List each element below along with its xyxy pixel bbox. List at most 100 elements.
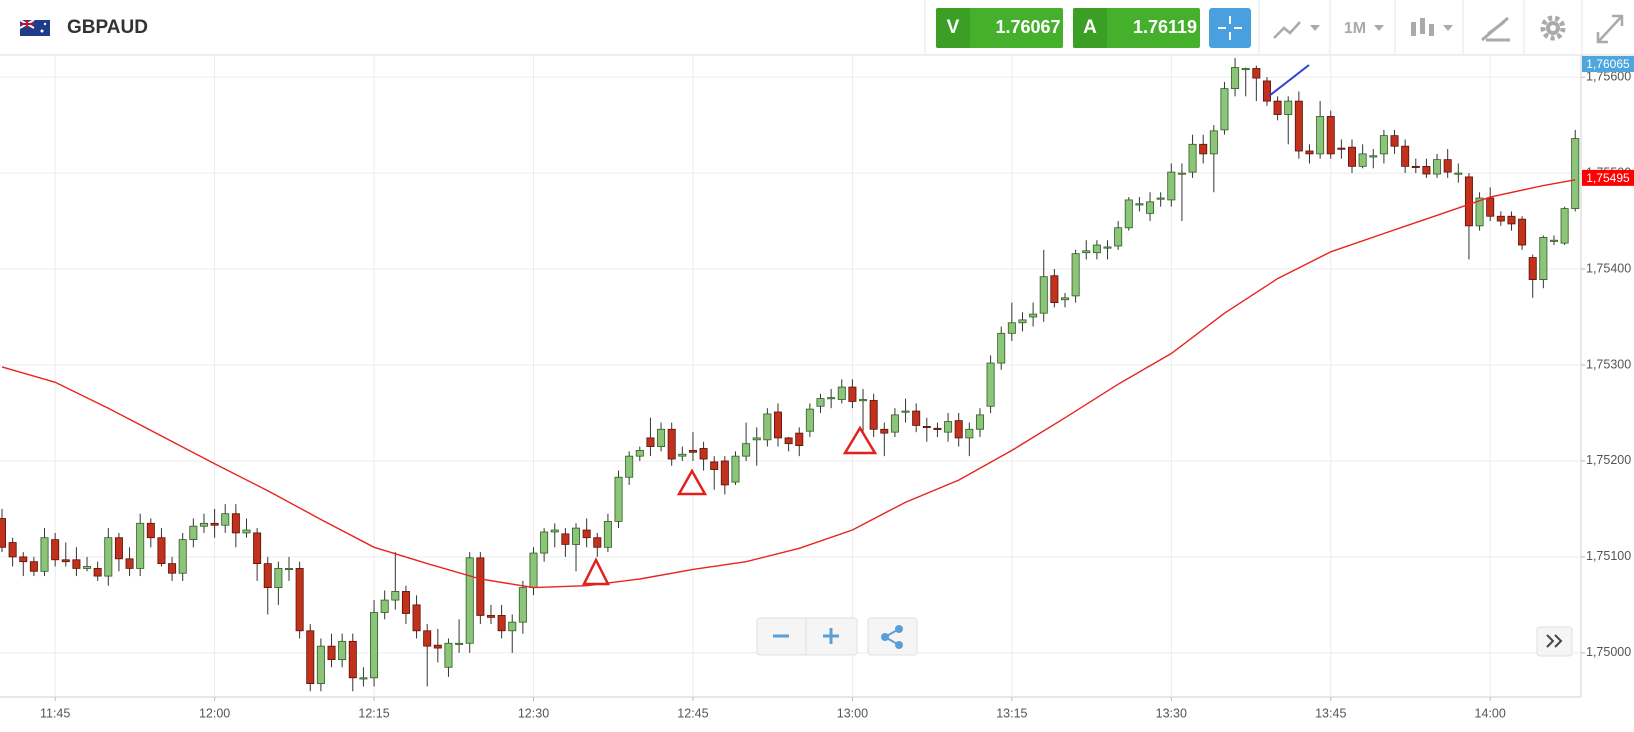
candle-body bbox=[221, 513, 230, 526]
x-tick-label: 13:30 bbox=[1156, 706, 1187, 720]
candle-body bbox=[1209, 130, 1218, 155]
price-tag-label: 1,75495 bbox=[1586, 171, 1630, 185]
candle bbox=[859, 388, 868, 437]
sell-label: V bbox=[947, 17, 960, 38]
candle bbox=[136, 513, 145, 577]
share-button[interactable] bbox=[867, 617, 918, 656]
candle bbox=[401, 585, 410, 625]
candle bbox=[1231, 57, 1240, 97]
candle-body bbox=[1071, 253, 1080, 297]
candle bbox=[912, 403, 921, 433]
signals bbox=[581, 425, 878, 586]
zoom-in-button[interactable] bbox=[823, 628, 839, 644]
settings-button[interactable] bbox=[1540, 15, 1566, 41]
candle-body bbox=[1443, 159, 1452, 173]
candle bbox=[1156, 192, 1165, 207]
buy-button[interactable]: A 1.76119 bbox=[1073, 8, 1200, 48]
candle bbox=[667, 422, 676, 466]
candle-body bbox=[837, 386, 846, 400]
candle-body bbox=[0, 518, 6, 548]
candle-body bbox=[1146, 201, 1155, 214]
candle bbox=[114, 532, 123, 572]
candle bbox=[306, 624, 315, 692]
buy-price: 1.76119 bbox=[1133, 17, 1197, 37]
candle bbox=[550, 523, 559, 548]
candle bbox=[1007, 302, 1016, 341]
candle-body bbox=[795, 432, 804, 446]
candle-body bbox=[423, 630, 432, 647]
y-tick-label: 1,75100 bbox=[1586, 549, 1631, 563]
candle bbox=[933, 422, 942, 437]
candle bbox=[93, 561, 102, 581]
candle bbox=[8, 537, 17, 567]
candle bbox=[1560, 206, 1569, 246]
candle bbox=[1326, 110, 1335, 159]
candle bbox=[1390, 129, 1399, 154]
candle bbox=[412, 595, 421, 639]
candle-body bbox=[635, 449, 644, 457]
candle-body bbox=[880, 428, 889, 434]
candle-body bbox=[1039, 276, 1048, 314]
candle-body bbox=[572, 527, 581, 545]
candle bbox=[1092, 240, 1101, 260]
candle-body bbox=[805, 408, 814, 432]
candle-body bbox=[1029, 313, 1038, 318]
candle bbox=[657, 422, 666, 452]
candle-body bbox=[61, 559, 70, 563]
candle bbox=[391, 552, 400, 610]
candles-button[interactable] bbox=[1411, 18, 1453, 36]
candle-body bbox=[1305, 150, 1314, 155]
candle-body bbox=[433, 644, 442, 649]
candle-body bbox=[529, 552, 538, 589]
candle-body bbox=[731, 455, 740, 483]
candle-body bbox=[391, 591, 400, 601]
candle-body bbox=[1252, 68, 1261, 79]
candle bbox=[1124, 197, 1133, 231]
candle bbox=[1188, 134, 1197, 178]
candle-body bbox=[710, 461, 719, 470]
candle bbox=[1316, 101, 1325, 159]
candle-body bbox=[1220, 88, 1229, 131]
candle-body bbox=[593, 537, 602, 548]
chart-type-button[interactable] bbox=[1273, 21, 1320, 39]
candle bbox=[221, 504, 230, 533]
candle-body bbox=[1188, 143, 1197, 173]
candle bbox=[104, 528, 113, 586]
candle bbox=[61, 542, 70, 567]
candle-body bbox=[486, 615, 495, 618]
draw-button[interactable] bbox=[1481, 16, 1510, 42]
crosshair-button[interactable] bbox=[1209, 8, 1251, 48]
candle-body bbox=[1422, 165, 1431, 175]
candle-body bbox=[1369, 155, 1378, 158]
candle bbox=[837, 379, 846, 404]
fullscreen-button[interactable] bbox=[1596, 14, 1624, 44]
candle-body bbox=[83, 566, 92, 569]
scroll-end-button[interactable] bbox=[1536, 626, 1573, 657]
candle-body bbox=[869, 400, 878, 430]
candle bbox=[678, 446, 687, 461]
candle bbox=[646, 417, 655, 457]
candle-body bbox=[859, 399, 868, 402]
candle-body bbox=[1082, 250, 1091, 254]
candle-body bbox=[51, 539, 60, 561]
candle bbox=[975, 408, 984, 437]
candle-body bbox=[646, 437, 655, 447]
candle-body bbox=[274, 568, 283, 589]
timeframe-button[interactable]: 1M bbox=[1344, 20, 1384, 37]
candle-body bbox=[1316, 116, 1325, 155]
candle bbox=[635, 446, 644, 461]
candle bbox=[486, 604, 495, 625]
candle bbox=[327, 633, 336, 668]
candle-body bbox=[1124, 199, 1133, 229]
sell-button[interactable]: V 1.76067 bbox=[936, 8, 1063, 48]
candle-body bbox=[455, 642, 464, 645]
candle-body bbox=[263, 563, 272, 589]
candle-body bbox=[476, 557, 485, 616]
candle bbox=[1443, 149, 1452, 178]
candle-body bbox=[678, 453, 687, 457]
candle-body bbox=[199, 522, 208, 527]
candle bbox=[433, 628, 442, 663]
x-tick-label: 12:30 bbox=[518, 706, 549, 720]
candle-body bbox=[327, 645, 336, 660]
candle-body bbox=[773, 411, 782, 439]
